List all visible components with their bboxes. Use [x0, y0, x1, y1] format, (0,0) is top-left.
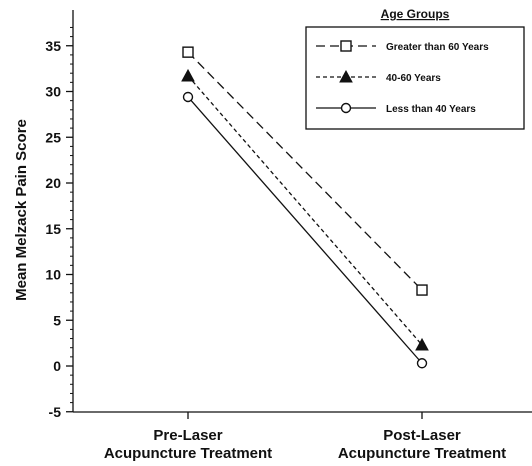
- x-category-label: Acupuncture Treatment: [338, 445, 506, 462]
- axes: [72, 10, 532, 419]
- series-group: [181, 46, 429, 369]
- y-axis-title: Mean Melzack Pain Score: [13, 119, 30, 301]
- data-point-circle: [340, 102, 352, 114]
- series: [182, 46, 428, 296]
- y-tick-label: 35: [45, 38, 61, 54]
- y-tick-label: 25: [45, 129, 61, 145]
- series: [181, 68, 429, 351]
- legend-label: Greater than 60 Years: [386, 42, 489, 53]
- data-point-triangle: [181, 68, 195, 82]
- y-tick-label: 20: [45, 175, 61, 191]
- x-category-label: Pre-Laser: [153, 427, 222, 444]
- data-point-triangle: [339, 69, 353, 83]
- y-ticks: -5 0 5 10 15 20 25 30 35: [45, 26, 73, 420]
- y-tick-label: 15: [45, 221, 61, 237]
- y-tick-label: 0: [53, 358, 61, 374]
- y-tick-label: 5: [53, 312, 61, 328]
- data-point-circle: [416, 358, 428, 369]
- data-point-circle: [182, 91, 194, 103]
- legend-label: Less than 40 Years: [386, 104, 476, 115]
- data-point-square: [182, 46, 194, 58]
- series: [182, 91, 428, 369]
- y-tick-label: -5: [49, 404, 62, 420]
- data-point-triangle: [415, 337, 429, 351]
- series-line: [187, 96, 423, 364]
- series-line: [187, 75, 423, 346]
- data-point-square: [340, 40, 352, 52]
- legend: Age Groups Greater than 60 Years 40-60 Ye…: [305, 7, 525, 130]
- x-category-label: Post-Laser: [383, 427, 461, 444]
- y-tick-label: 10: [45, 267, 61, 283]
- legend-title: Age Groups: [381, 7, 450, 21]
- data-point-square: [416, 284, 428, 296]
- legend-label: 40-60 Years: [386, 73, 441, 84]
- x-category-label: Acupuncture Treatment: [104, 445, 272, 462]
- y-tick-label: 30: [45, 84, 61, 100]
